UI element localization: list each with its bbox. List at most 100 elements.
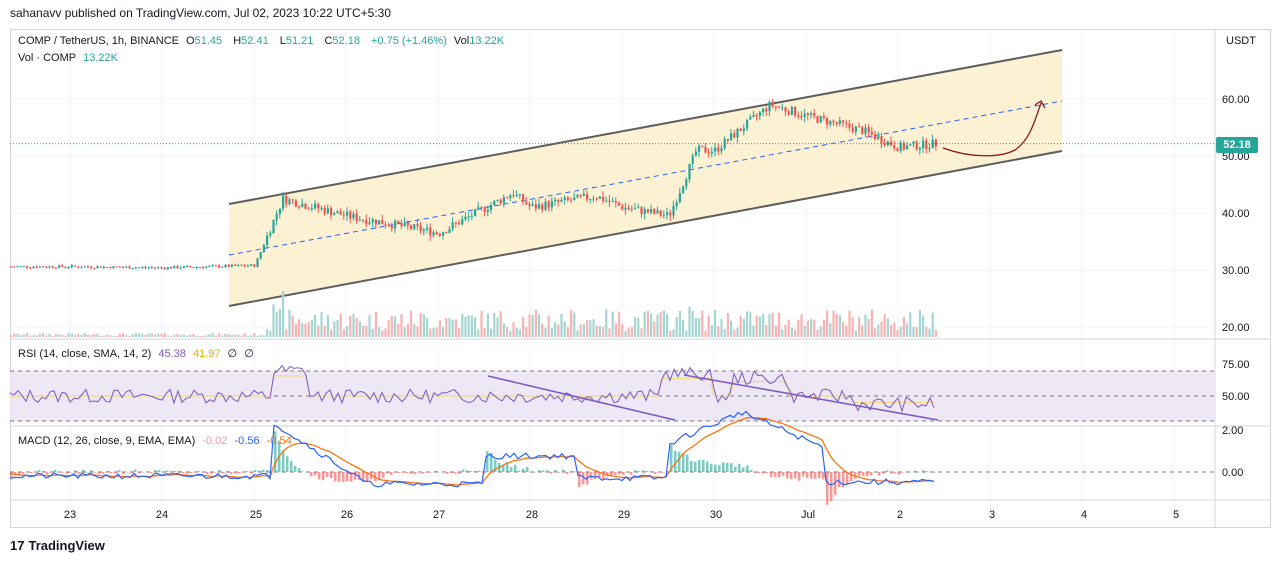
macd-hist-bar — [818, 472, 821, 479]
volume-bar — [381, 330, 384, 337]
volume-bar — [842, 321, 845, 337]
macd-hist-bar — [858, 472, 861, 477]
candle-body — [739, 128, 742, 132]
volume-bar — [266, 328, 269, 337]
candle-body — [432, 232, 435, 236]
volume-bar — [518, 329, 521, 337]
volume-bar — [230, 334, 233, 337]
volume-bar — [416, 326, 419, 337]
macd-hist-bar — [138, 472, 141, 473]
candle-body — [922, 140, 925, 149]
macd-signal-value: -0.54 — [266, 435, 292, 447]
volume-bar — [176, 333, 179, 337]
volume-bar — [128, 335, 131, 337]
volume-bar — [845, 325, 848, 337]
volume-bar — [374, 311, 377, 337]
macd-line — [9, 410, 935, 488]
volume-bar — [115, 335, 118, 337]
volume-bar — [173, 334, 176, 337]
volume-bar — [454, 319, 457, 337]
candle-body — [528, 204, 531, 206]
candle-body — [77, 266, 80, 268]
candle-body — [362, 219, 365, 221]
candle-body — [838, 120, 841, 124]
price-tick-label: 40.00 — [1222, 208, 1250, 220]
footer-brand[interactable]: 17 TradingView — [10, 538, 105, 553]
macd-hist-bar — [422, 472, 425, 474]
volume-bar — [582, 324, 585, 337]
volume-bar — [384, 328, 387, 337]
macd-hist-bar — [178, 471, 181, 472]
volume-bar — [614, 323, 617, 337]
candle-body — [458, 222, 461, 225]
volume-bar — [467, 315, 470, 337]
candle-body — [515, 194, 518, 197]
candle-body — [61, 265, 64, 267]
volume-bar — [726, 313, 729, 337]
candle-body — [781, 107, 784, 109]
volume-bar — [333, 321, 336, 337]
candle-body — [346, 211, 349, 216]
volume-bar — [403, 327, 406, 337]
macd-hist-bar — [854, 472, 857, 479]
macd-hist-bar — [434, 471, 437, 472]
volume-bar — [291, 315, 294, 337]
candle-body — [413, 224, 416, 229]
macd-hist-bar — [890, 472, 893, 474]
volume-bar — [634, 317, 637, 337]
volume-bar — [682, 319, 685, 337]
volume-bar — [880, 321, 883, 337]
chart-frame[interactable] — [10, 29, 1271, 528]
volume-bar — [931, 312, 934, 337]
macd-hist-bar — [246, 470, 249, 472]
macd-hist-bar — [398, 472, 401, 473]
volume-bar — [134, 333, 137, 337]
volume-bar — [272, 304, 275, 337]
macd-hist-bar — [870, 472, 873, 476]
candle-body — [202, 267, 205, 269]
macd-hist-bar — [862, 472, 865, 477]
candle-body — [518, 194, 521, 196]
candle-body — [125, 266, 128, 268]
candle-body — [301, 203, 304, 208]
candle-body — [16, 266, 19, 268]
candle-body — [832, 120, 835, 123]
candle-body — [493, 200, 496, 206]
candle-body — [720, 148, 723, 152]
last-price-tag: 52.18 — [1216, 137, 1258, 153]
candle-body — [10, 266, 13, 268]
candle-body — [118, 266, 121, 268]
candle-body — [410, 225, 413, 229]
macd-hist-bar — [822, 472, 825, 480]
volume-bar — [861, 325, 864, 337]
volume-bar — [605, 309, 608, 337]
volume-bar — [512, 322, 515, 337]
candle-body — [592, 198, 595, 200]
high-value: 52.41 — [241, 35, 269, 47]
volume-bar — [378, 326, 381, 337]
macd-hist-bar — [226, 471, 229, 472]
macd-hist-bar — [678, 451, 681, 472]
macd-hist-bar — [642, 470, 645, 472]
macd-hist-bar — [774, 472, 777, 477]
volume-bar — [29, 335, 32, 337]
volume-bar — [51, 335, 54, 337]
macd-hist-bar — [186, 472, 189, 474]
macd-hist-bar — [390, 472, 393, 475]
macd-hist-bar — [518, 470, 521, 472]
candle-body — [685, 179, 688, 187]
volume-bar — [179, 334, 182, 337]
volume-bar — [579, 324, 582, 337]
macd-hist-bar — [22, 472, 25, 475]
volume-bar — [874, 328, 877, 337]
volume-bar — [742, 318, 745, 337]
macd-hist-bar — [826, 472, 829, 505]
time-tick-label: 24 — [156, 509, 168, 521]
macd-hist-bar — [262, 469, 265, 472]
macd-hist-bar — [686, 454, 689, 472]
candle-body — [595, 198, 598, 200]
candle-body — [906, 145, 909, 150]
candle-body — [314, 203, 317, 209]
volume-bar — [659, 311, 662, 337]
